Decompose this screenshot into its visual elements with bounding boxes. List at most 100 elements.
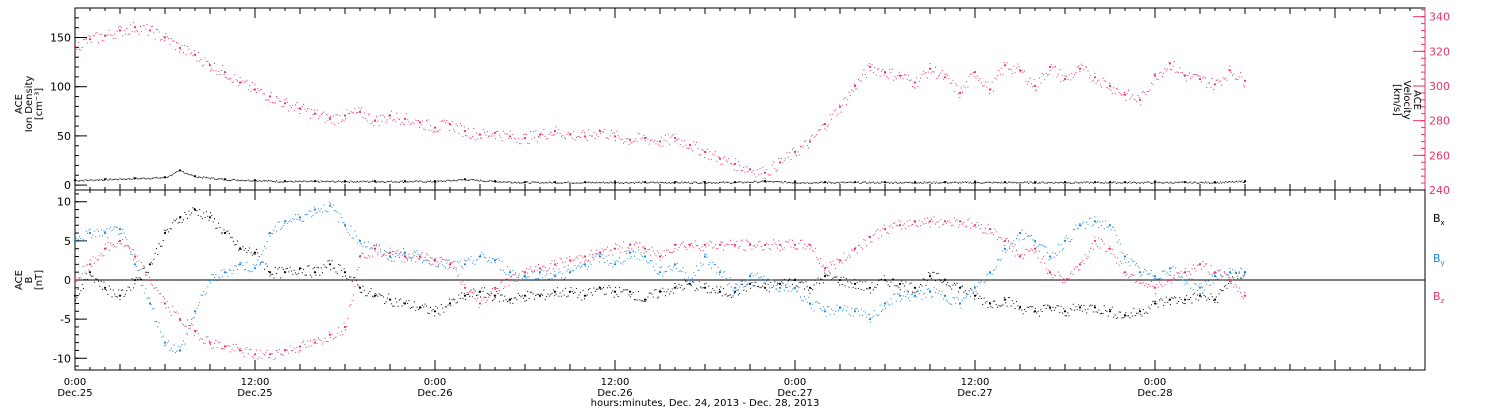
ion-density-sample bbox=[334, 182, 335, 183]
by-sample bbox=[1209, 285, 1210, 286]
bz-sample bbox=[982, 233, 983, 234]
ion-density-sample bbox=[905, 182, 906, 183]
ion-density-sample bbox=[711, 183, 712, 184]
bx-sample bbox=[931, 278, 932, 279]
velocity-sample bbox=[1214, 84, 1215, 85]
velocity-sample bbox=[1009, 69, 1010, 70]
bx-sample bbox=[329, 260, 330, 261]
by-sample bbox=[1047, 252, 1048, 253]
bz-sample bbox=[283, 355, 284, 356]
by-sample bbox=[476, 260, 477, 261]
ion-density-sample bbox=[494, 181, 495, 182]
by-sample bbox=[1208, 280, 1209, 281]
bz-sample bbox=[205, 343, 206, 344]
ion-density-sample bbox=[357, 181, 358, 182]
bz-sample bbox=[296, 347, 297, 348]
by-sample bbox=[75, 241, 76, 242]
by-sample bbox=[835, 311, 836, 312]
bx-sample bbox=[1017, 305, 1018, 306]
by-sample bbox=[842, 310, 843, 311]
velocity-sample bbox=[450, 125, 451, 126]
ion-density-sample bbox=[773, 182, 774, 183]
ion-density-sample bbox=[716, 182, 717, 183]
by-sample bbox=[1036, 247, 1037, 248]
bx-sample bbox=[230, 237, 231, 238]
velocity-sample bbox=[444, 120, 445, 121]
velocity-sample bbox=[573, 131, 574, 132]
by-sample bbox=[560, 271, 561, 272]
velocity-sample bbox=[870, 70, 871, 71]
velocity-sample bbox=[899, 72, 900, 73]
bz-sample bbox=[816, 257, 817, 258]
ion-density-sample bbox=[1046, 182, 1047, 183]
bz-sample bbox=[399, 257, 400, 258]
bx-sample bbox=[460, 298, 461, 299]
bz-sample bbox=[75, 281, 76, 282]
velocity-sample bbox=[121, 27, 122, 28]
ion-density-sample bbox=[988, 182, 989, 183]
ion-density-sample bbox=[796, 183, 797, 184]
velocity-sample bbox=[151, 26, 152, 27]
bz-sample bbox=[849, 255, 850, 256]
bz-sample bbox=[996, 231, 997, 232]
by-sample bbox=[704, 254, 705, 255]
bx-sample bbox=[423, 307, 424, 308]
velocity-sample bbox=[1198, 75, 1199, 76]
velocity-sample bbox=[646, 137, 647, 138]
bz-sample bbox=[485, 302, 486, 303]
bz-sample bbox=[1012, 251, 1013, 252]
by-sample bbox=[503, 270, 504, 271]
bx-sample bbox=[591, 292, 592, 293]
bz-sample bbox=[363, 253, 364, 254]
ion-density-sample bbox=[1131, 183, 1132, 184]
velocity-sample bbox=[1101, 87, 1102, 88]
bz-sample bbox=[140, 269, 141, 270]
by-sample bbox=[132, 254, 133, 255]
velocity-sample bbox=[1119, 92, 1120, 93]
velocity-sample bbox=[1212, 78, 1213, 79]
by-sample bbox=[511, 276, 512, 277]
velocity-sample bbox=[549, 134, 550, 135]
by-sample bbox=[1057, 255, 1058, 256]
velocity-sample bbox=[430, 125, 431, 126]
bz-sample bbox=[434, 259, 435, 260]
by-sample bbox=[1200, 283, 1201, 284]
by-sample bbox=[997, 259, 998, 260]
by-sample bbox=[1240, 268, 1241, 269]
velocity-sample bbox=[375, 119, 376, 120]
ion-density-sample bbox=[1024, 181, 1025, 182]
velocity-sample bbox=[755, 176, 756, 177]
bx-sample bbox=[294, 270, 295, 271]
by-sample bbox=[687, 281, 688, 282]
by-sample bbox=[197, 308, 198, 309]
ion-density-sample bbox=[1112, 182, 1113, 183]
by-sample bbox=[360, 243, 361, 244]
bx-sample bbox=[372, 296, 373, 297]
ion-density-sample bbox=[488, 181, 489, 182]
velocity-sample bbox=[963, 86, 964, 87]
bz-sample bbox=[480, 303, 481, 304]
bz-sample bbox=[827, 267, 828, 268]
velocity-sample bbox=[1221, 85, 1222, 86]
ion-density-sample bbox=[927, 182, 928, 183]
bx-sample bbox=[958, 292, 959, 293]
velocity-sample bbox=[113, 38, 114, 39]
ion-density-sample bbox=[916, 183, 917, 184]
bz-sample bbox=[388, 253, 389, 254]
ion-density-sample bbox=[1070, 183, 1071, 184]
velocity-sample bbox=[492, 133, 493, 134]
by-sample bbox=[178, 346, 179, 347]
velocity-sample bbox=[1194, 74, 1195, 75]
bx-sample bbox=[1202, 293, 1203, 294]
velocity-sample bbox=[407, 119, 408, 120]
by-sample bbox=[278, 222, 279, 223]
by-sample bbox=[793, 288, 794, 289]
by-sample bbox=[645, 256, 646, 257]
bz-sample bbox=[539, 274, 540, 275]
bx-sample bbox=[363, 286, 364, 287]
by-sample bbox=[858, 311, 859, 312]
velocity-sample bbox=[194, 50, 195, 51]
by-sample bbox=[1031, 235, 1032, 236]
ion-density-sample bbox=[922, 183, 923, 184]
by-sample bbox=[504, 272, 505, 273]
